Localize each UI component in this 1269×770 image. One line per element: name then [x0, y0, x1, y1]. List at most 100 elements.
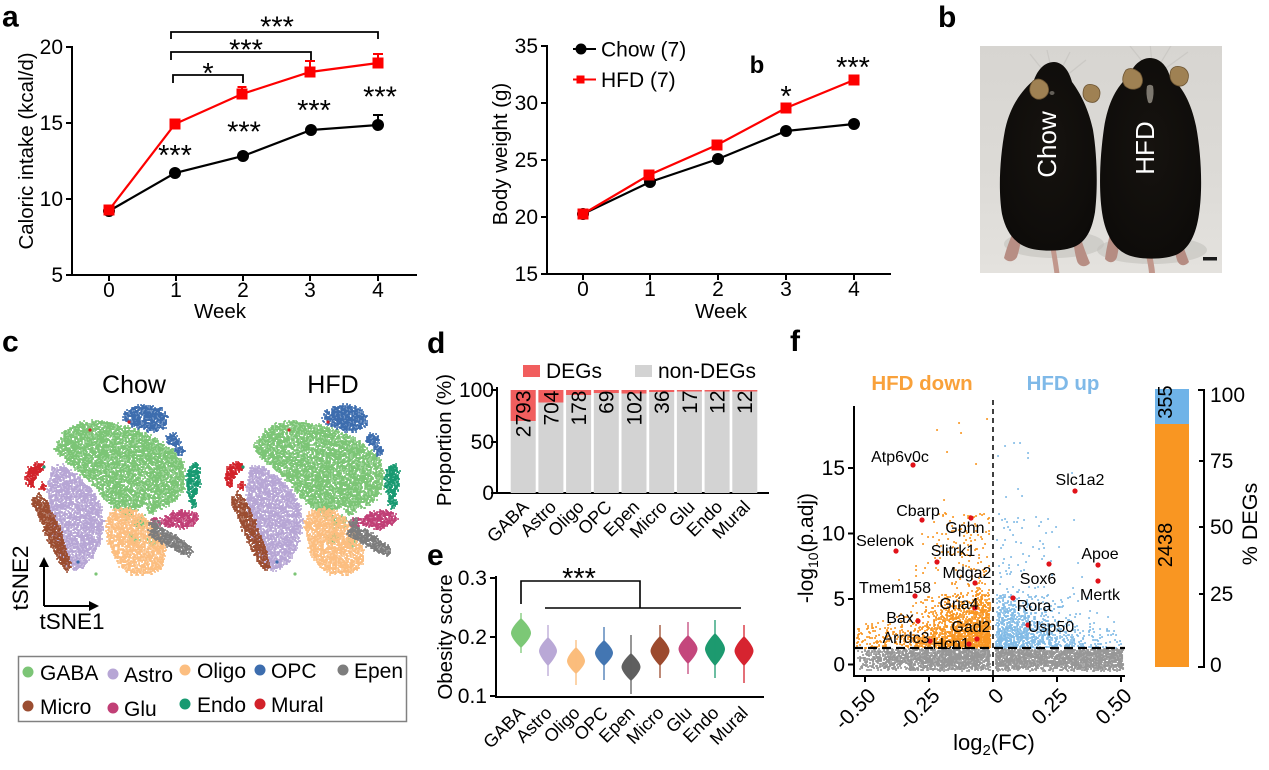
- svg-text:Usp50: Usp50: [1028, 619, 1074, 636]
- svg-text:5: 5: [833, 588, 845, 611]
- svg-text:Selenok: Selenok: [856, 533, 915, 550]
- svg-text:0: 0: [1210, 654, 1222, 677]
- svg-text:Epen: Epen: [354, 660, 403, 683]
- svg-text:OPC: OPC: [271, 660, 317, 683]
- svg-text:Oligo: Oligo: [197, 660, 246, 683]
- svg-text:***: ***: [227, 117, 261, 149]
- svg-text:3: 3: [780, 278, 792, 301]
- svg-text:Gria4: Gria4: [939, 596, 978, 613]
- svg-text:% DEGs: % DEGs: [1238, 483, 1262, 565]
- svg-text:Astro: Astro: [124, 664, 173, 687]
- svg-text:***: ***: [297, 95, 331, 127]
- svg-text:Tmem158: Tmem158: [859, 580, 931, 597]
- svg-text:2438: 2438: [1155, 523, 1177, 568]
- svg-text:704: 704: [540, 390, 563, 425]
- svg-text:0: 0: [103, 279, 115, 302]
- svg-text:HFD (7): HFD (7): [601, 69, 676, 92]
- svg-text:tSNE1: tSNE1: [39, 609, 104, 634]
- svg-text:Mdga2: Mdga2: [943, 565, 992, 582]
- svg-text:Obesity score: Obesity score: [434, 574, 457, 699]
- svg-text:Body weight (g): Body weight (g): [489, 83, 512, 225]
- svg-text:Glu: Glu: [124, 698, 157, 721]
- svg-text:Gad2: Gad2: [951, 619, 990, 636]
- svg-text:c: c: [2, 326, 19, 359]
- svg-text:Atp6v0c: Atp6v0c: [871, 449, 929, 466]
- svg-text:102: 102: [623, 391, 646, 426]
- svg-text:2: 2: [237, 279, 249, 302]
- svg-text:100: 100: [459, 379, 494, 402]
- svg-text:Cbarp: Cbarp: [896, 503, 940, 520]
- svg-text:1: 1: [644, 278, 656, 301]
- svg-text:Caloric intake (kcal/d): Caloric intake (kcal/d): [15, 52, 38, 249]
- svg-text:e: e: [427, 539, 444, 572]
- svg-text:***: ***: [363, 82, 397, 114]
- svg-text:Hcn1: Hcn1: [932, 636, 969, 653]
- svg-text:***: ***: [260, 12, 294, 44]
- svg-text:3: 3: [304, 279, 316, 302]
- svg-text:12: 12: [734, 391, 757, 414]
- svg-text:GABA: GABA: [40, 662, 98, 685]
- svg-text:0: 0: [577, 278, 589, 301]
- svg-text:*: *: [780, 81, 791, 113]
- svg-text:4: 4: [372, 279, 384, 302]
- svg-text:35: 35: [515, 35, 538, 58]
- svg-text:Micro: Micro: [40, 696, 91, 719]
- svg-text:Slitrk1: Slitrk1: [931, 543, 976, 560]
- svg-text:a: a: [2, 1, 19, 34]
- svg-text:15: 15: [515, 263, 538, 286]
- svg-text:4: 4: [848, 278, 860, 301]
- svg-text:15: 15: [40, 112, 63, 135]
- svg-text:0: 0: [482, 482, 494, 505]
- svg-text:69: 69: [596, 391, 619, 414]
- svg-text:f: f: [790, 325, 801, 358]
- svg-text:Slc1a2: Slc1a2: [1056, 472, 1105, 489]
- svg-text:15: 15: [822, 457, 845, 480]
- svg-text:log2(FC): log2(FC): [953, 730, 1035, 759]
- svg-text:Chow: Chow: [102, 371, 167, 399]
- svg-text:2: 2: [712, 278, 724, 301]
- svg-text:355: 355: [1155, 385, 1177, 418]
- svg-text:Rora: Rora: [1017, 598, 1052, 615]
- svg-text:25: 25: [515, 149, 538, 172]
- svg-text:Proportion (%): Proportion (%): [433, 374, 456, 506]
- svg-text:0.1: 0.1: [458, 685, 487, 708]
- svg-text:Week: Week: [194, 300, 247, 323]
- svg-text:Gphn: Gphn: [945, 520, 984, 537]
- svg-text:*: *: [202, 58, 213, 90]
- svg-text:10: 10: [822, 523, 845, 546]
- svg-text:1: 1: [170, 279, 182, 302]
- svg-text:Bax: Bax: [886, 610, 914, 627]
- svg-text:d: d: [427, 327, 445, 360]
- svg-text:50: 50: [1210, 516, 1233, 539]
- svg-text:Arrdc3: Arrdc3: [882, 630, 929, 647]
- svg-text:-log10(p.adj): -log10(p.adj): [795, 493, 821, 603]
- svg-text:Chow: Chow: [1032, 111, 1062, 178]
- svg-text:***: ***: [562, 563, 596, 595]
- svg-text:b: b: [750, 52, 765, 79]
- svg-text:0.3: 0.3: [458, 567, 487, 590]
- svg-text:HFD down: HFD down: [871, 372, 972, 395]
- svg-text:36: 36: [651, 391, 674, 414]
- svg-text:75: 75: [1210, 450, 1233, 473]
- svg-text:tSNE2: tSNE2: [8, 545, 33, 610]
- svg-text:2793: 2793: [513, 391, 536, 438]
- svg-text:5: 5: [51, 264, 63, 287]
- svg-text:178: 178: [568, 391, 591, 426]
- svg-text:25: 25: [1210, 583, 1233, 606]
- svg-text:HFD: HFD: [307, 371, 358, 399]
- svg-text:Mertk: Mertk: [1080, 587, 1121, 604]
- svg-text:100: 100: [1210, 384, 1245, 407]
- svg-text:Apoe: Apoe: [1081, 546, 1118, 563]
- svg-text:12: 12: [707, 391, 730, 414]
- svg-text:DEGs: DEGs: [546, 360, 602, 383]
- svg-text:HFD: HFD: [1130, 121, 1160, 174]
- svg-text:***: ***: [158, 140, 192, 172]
- svg-text:Chow (7): Chow (7): [601, 39, 686, 62]
- svg-text:10: 10: [40, 188, 63, 211]
- svg-text:Sox6: Sox6: [1020, 571, 1057, 588]
- svg-text:30: 30: [515, 92, 538, 115]
- svg-text:Endo: Endo: [197, 694, 246, 717]
- svg-text:17: 17: [679, 391, 702, 414]
- svg-text:20: 20: [515, 206, 538, 229]
- svg-text:***: ***: [229, 35, 263, 67]
